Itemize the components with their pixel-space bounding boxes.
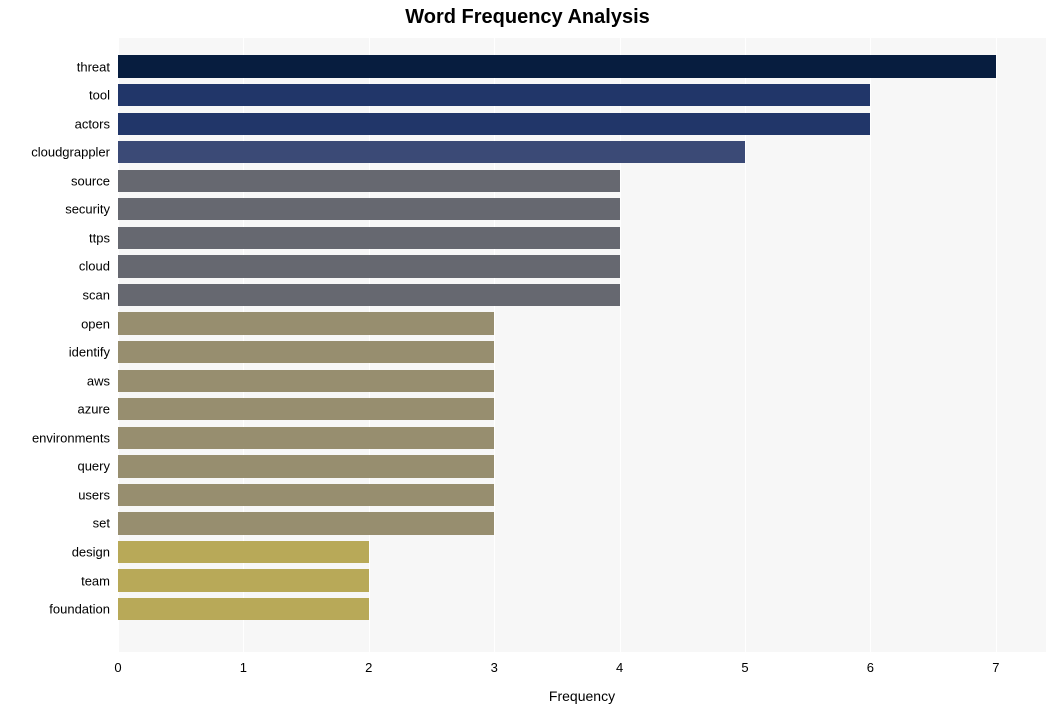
x-tick-label: 2: [365, 660, 372, 675]
bar: [118, 141, 745, 163]
y-tick-label: environments: [0, 430, 110, 445]
bar: [118, 598, 369, 620]
bar: [118, 484, 494, 506]
y-tick-label: scan: [0, 288, 110, 303]
plot-area: [118, 38, 1046, 652]
y-tick-label: cloudgrappler: [0, 145, 110, 160]
x-axis-label: Frequency: [118, 688, 1046, 704]
x-tick-label: 5: [741, 660, 748, 675]
grid-line: [996, 38, 997, 652]
y-tick-label: source: [0, 173, 110, 188]
y-tick-label: aws: [0, 373, 110, 388]
bar: [118, 455, 494, 477]
bar: [118, 255, 620, 277]
y-tick-label: design: [0, 545, 110, 560]
y-tick-label: security: [0, 202, 110, 217]
y-tick-label: identify: [0, 345, 110, 360]
bar: [118, 569, 369, 591]
y-tick-label: foundation: [0, 602, 110, 617]
y-tick-label: users: [0, 487, 110, 502]
y-tick-label: cloud: [0, 259, 110, 274]
y-tick-label: threat: [0, 59, 110, 74]
x-tick-label: 6: [867, 660, 874, 675]
bar: [118, 284, 620, 306]
x-tick-label: 3: [491, 660, 498, 675]
bar: [118, 341, 494, 363]
bar: [118, 55, 996, 77]
x-tick-label: 1: [240, 660, 247, 675]
bar: [118, 312, 494, 334]
grid-line: [870, 38, 871, 652]
y-tick-label: team: [0, 573, 110, 588]
y-tick-label: tool: [0, 88, 110, 103]
bar: [118, 113, 870, 135]
x-tick-label: 0: [114, 660, 121, 675]
bar: [118, 170, 620, 192]
x-tick-label: 4: [616, 660, 623, 675]
bar: [118, 512, 494, 534]
bar: [118, 541, 369, 563]
bar: [118, 427, 494, 449]
word-frequency-chart: Word Frequency Analysis Frequency 0 1 2 3 4 5…: [0, 0, 1055, 701]
bar: [118, 227, 620, 249]
y-tick-label: set: [0, 516, 110, 531]
y-tick-label: azure: [0, 402, 110, 417]
bar: [118, 370, 494, 392]
bar: [118, 198, 620, 220]
chart-title: Word Frequency Analysis: [0, 6, 1055, 29]
y-tick-label: open: [0, 316, 110, 331]
bar: [118, 398, 494, 420]
bar: [118, 84, 870, 106]
x-tick-label: 7: [992, 660, 999, 675]
y-tick-label: actors: [0, 116, 110, 131]
y-tick-label: query: [0, 459, 110, 474]
y-tick-label: ttps: [0, 230, 110, 245]
